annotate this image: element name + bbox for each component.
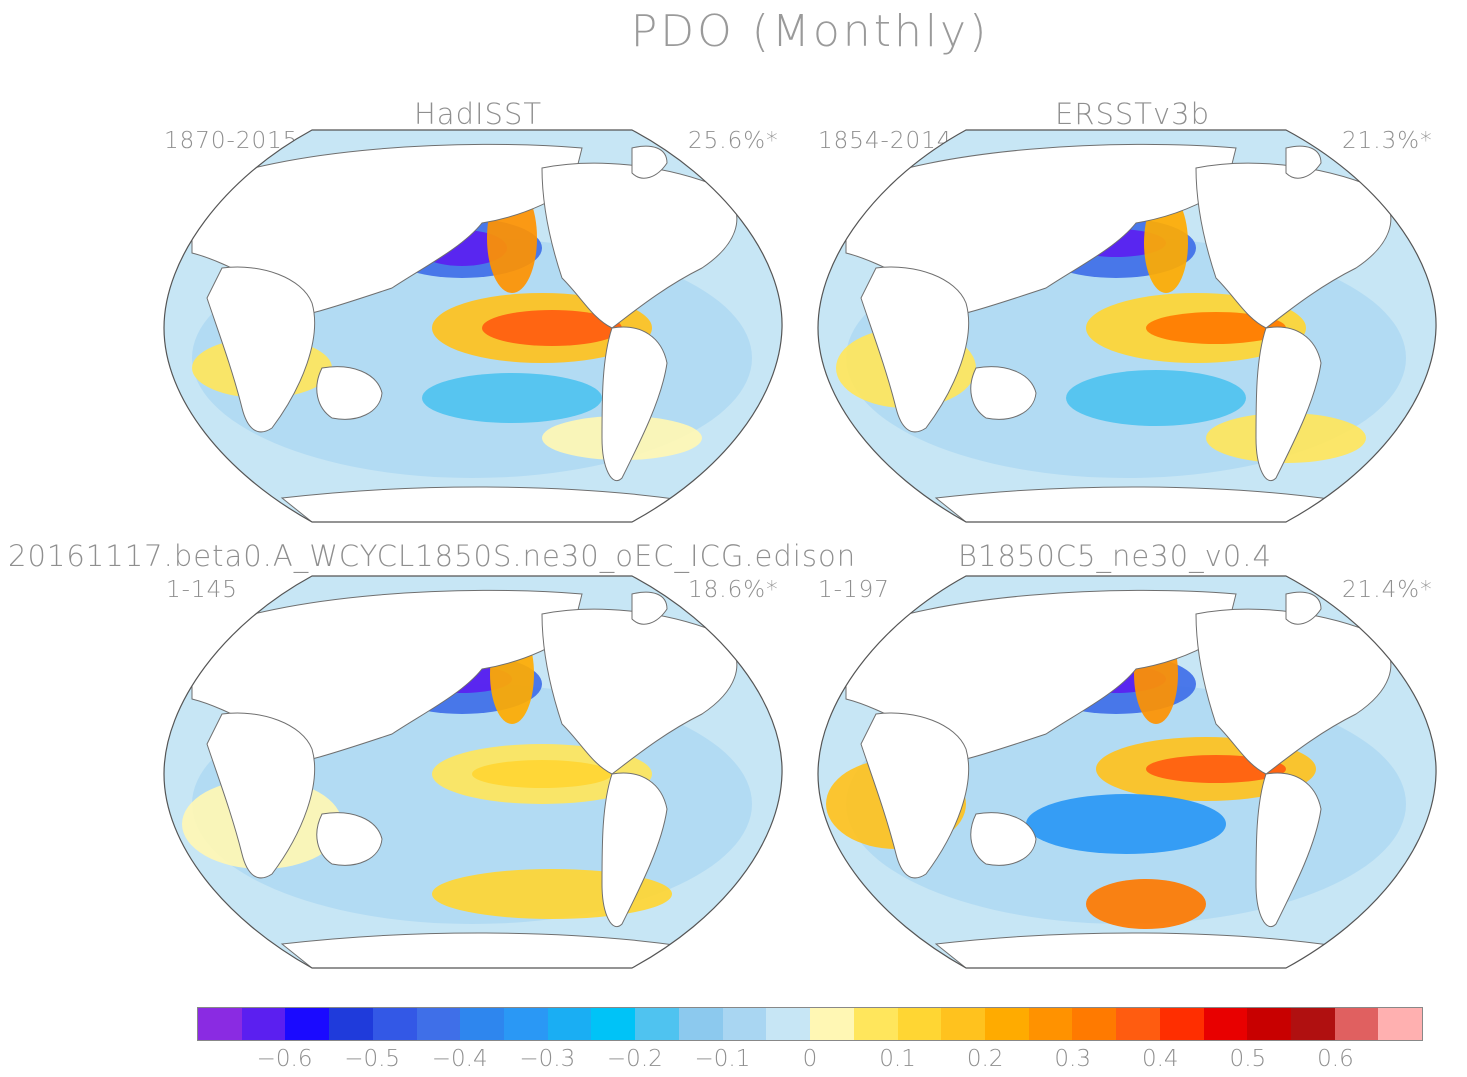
panel-period-model2: 1-197 bbox=[818, 577, 890, 603]
land-mass bbox=[1255, 326, 1322, 481]
panel-variance-hadisst: 25.6%* bbox=[688, 128, 779, 154]
colorbar-tick-label: 0.3 bbox=[1054, 1046, 1091, 1072]
colorbar-tick-label: 0.6 bbox=[1317, 1046, 1354, 1072]
colorbar-tick-label: −0.3 bbox=[519, 1046, 576, 1072]
land-mass bbox=[970, 812, 1037, 866]
map-model1 bbox=[163, 575, 783, 969]
land-mass bbox=[1285, 145, 1322, 179]
land-mass bbox=[316, 366, 383, 420]
panel-period-model1: 1-145 bbox=[166, 577, 238, 603]
colorbar-segment bbox=[1247, 1008, 1291, 1040]
colorbar-segment bbox=[1028, 1008, 1073, 1040]
panel-title-model1: 20161117.beta0.A_WCYCL1850S.ne30_oEC_ICG… bbox=[8, 539, 857, 573]
land-mass bbox=[541, 162, 738, 329]
map-hadisst bbox=[163, 129, 783, 523]
land-mass bbox=[1195, 162, 1392, 329]
colorbar-segment bbox=[635, 1008, 679, 1040]
colorbar-segment bbox=[285, 1008, 330, 1040]
anomaly-region bbox=[482, 310, 622, 346]
land-mass bbox=[1195, 608, 1392, 775]
land-mass bbox=[860, 266, 970, 433]
colorbar-tick-label: −0.1 bbox=[694, 1046, 751, 1072]
land-mass bbox=[541, 608, 738, 775]
colorbar-segment bbox=[591, 1008, 636, 1040]
land-mass bbox=[206, 712, 316, 879]
colorbar-segment bbox=[241, 1008, 286, 1040]
land-mass bbox=[631, 145, 668, 179]
colorbar-segment bbox=[329, 1008, 373, 1040]
colorbar-segment bbox=[897, 1008, 942, 1040]
colorbar-segment bbox=[416, 1008, 461, 1040]
colorbar-segment bbox=[1116, 1008, 1160, 1040]
panel-period-ersst: 1854-2014 bbox=[818, 128, 953, 154]
panel-variance-model2: 21.4%* bbox=[1342, 577, 1433, 603]
anomaly-region bbox=[1066, 370, 1246, 426]
map-outline bbox=[817, 575, 1437, 969]
panel-variance-ersst: 21.3%* bbox=[1342, 128, 1433, 154]
land-mass bbox=[631, 591, 668, 625]
colorbar-tick-label: 0.2 bbox=[966, 1046, 1004, 1072]
land-mass bbox=[970, 366, 1037, 420]
map-ersst bbox=[817, 129, 1437, 523]
map-outline bbox=[163, 129, 783, 523]
colorbar-tick-label: 0.1 bbox=[879, 1046, 916, 1072]
land-mass bbox=[860, 712, 970, 879]
colorbar-segment bbox=[504, 1008, 548, 1040]
anomaly-region bbox=[472, 760, 612, 788]
land-mass bbox=[316, 812, 383, 866]
map-model2 bbox=[817, 575, 1437, 969]
colorbar-segment bbox=[1072, 1008, 1117, 1040]
panel-title-model2: B1850C5_ne30_v0.4 bbox=[958, 539, 1272, 573]
colorbar-segment bbox=[460, 1008, 505, 1040]
land-mass bbox=[601, 772, 668, 927]
colorbar-segment bbox=[984, 1008, 1029, 1040]
colorbar-segment bbox=[198, 1008, 242, 1040]
colorbar-tick-label: −0.2 bbox=[606, 1046, 663, 1072]
colorbar-tick-label: 0.4 bbox=[1141, 1046, 1179, 1072]
anomaly-region bbox=[1146, 312, 1286, 344]
colorbar-segment bbox=[1203, 1008, 1248, 1040]
anomaly-region bbox=[1026, 794, 1226, 854]
colorbar-tick-label: 0.5 bbox=[1229, 1046, 1267, 1072]
colorbar-segment bbox=[1290, 1008, 1335, 1040]
colorbar-segment bbox=[1378, 1008, 1423, 1040]
anomaly-region bbox=[1086, 879, 1206, 929]
anomaly-region bbox=[422, 373, 602, 423]
panel-period-hadisst: 1870-2015 bbox=[164, 128, 299, 154]
colorbar-tick-label: −0.6 bbox=[256, 1046, 313, 1072]
map-outline bbox=[817, 129, 1437, 523]
map-outline bbox=[163, 575, 783, 969]
colorbar-segment bbox=[766, 1008, 811, 1040]
panel-title-ersst: ERSSTv3b bbox=[1055, 97, 1211, 131]
colorbar bbox=[197, 1007, 1423, 1041]
colorbar-segment bbox=[678, 1008, 723, 1040]
colorbar-segment bbox=[853, 1008, 898, 1040]
land-mass bbox=[206, 266, 316, 433]
colorbar-segment bbox=[547, 1008, 592, 1040]
land-mass bbox=[601, 326, 668, 481]
land-mass bbox=[1285, 591, 1322, 625]
panel-variance-model1: 18.6%* bbox=[688, 577, 779, 603]
colorbar-segment bbox=[722, 1008, 767, 1040]
figure-title: PDO (Monthly) bbox=[630, 6, 990, 57]
colorbar-segment bbox=[1159, 1008, 1204, 1040]
colorbar-segment bbox=[372, 1008, 417, 1040]
land-mass bbox=[1255, 772, 1322, 927]
colorbar-tick-label: −0.4 bbox=[431, 1046, 488, 1072]
colorbar-segment bbox=[941, 1008, 985, 1040]
colorbar-tick-label: 0 bbox=[802, 1046, 818, 1072]
colorbar-segment bbox=[810, 1008, 854, 1040]
panel-title-hadisst: HadISST bbox=[414, 97, 543, 131]
colorbar-segment bbox=[1334, 1008, 1379, 1040]
colorbar-tick-label: −0.5 bbox=[344, 1046, 401, 1072]
